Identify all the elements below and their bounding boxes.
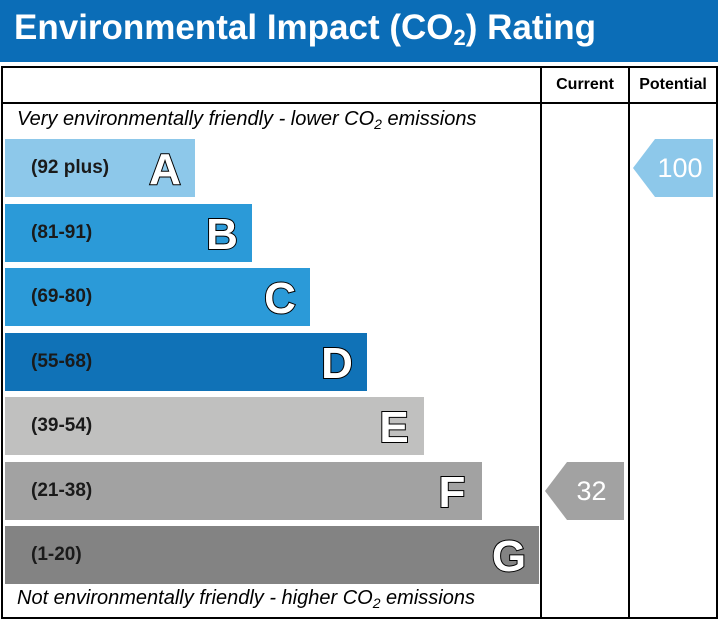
band-range-label: (69-80) xyxy=(31,286,93,307)
band-range-label: (92 plus) xyxy=(31,157,110,178)
bottom-note-subscript: 2 xyxy=(372,595,381,611)
potential-rating-value: 100 xyxy=(657,153,703,183)
rating-header: Environmental Impact (CO2) Rating xyxy=(0,0,718,62)
band-range-label: (81-91) xyxy=(31,222,93,243)
band-letter: D xyxy=(320,338,354,389)
title-subscript: 2 xyxy=(453,25,466,50)
potential-arrow-polygon xyxy=(633,139,713,197)
rating-band-e: (39-54) E xyxy=(5,397,424,455)
top-note-subscript: 2 xyxy=(374,116,382,132)
column-header-potential: Potential xyxy=(639,76,707,93)
band-letter: F xyxy=(438,467,467,518)
band-letter-c: C xyxy=(264,274,296,323)
current-arrow-polygon xyxy=(545,462,624,520)
header-divider xyxy=(3,102,716,104)
rating-band-f: (21-38) F xyxy=(5,462,482,520)
band-letter: C xyxy=(263,273,297,324)
title-text-start: Environmental Impact (CO xyxy=(14,8,454,47)
band-letter-d: D xyxy=(321,339,353,388)
rating-band-c: (69-80) C xyxy=(5,268,310,326)
top-note-text-end: emissions xyxy=(381,108,477,130)
potential-arrow-shape xyxy=(633,139,713,197)
column-header-current: Current xyxy=(556,76,614,93)
page-title: Environmental Impact (CO2) Rating xyxy=(14,8,597,50)
bottom-note-text-end: emissions xyxy=(380,587,475,609)
band-range-label: (21-38) xyxy=(31,480,93,501)
current-rating-arrow: 32 xyxy=(545,462,624,520)
rating-band-g: (1-20) G xyxy=(5,526,539,584)
band-letter-a: A xyxy=(149,145,181,194)
band-range-label: (39-54) xyxy=(31,415,93,436)
band-letter-b: B xyxy=(206,210,238,259)
band-letter-g: G xyxy=(492,532,526,581)
divider-potential xyxy=(628,68,630,617)
band-letter-e: E xyxy=(379,403,408,452)
bottom-note-text: Not environmentally friendly - higher CO xyxy=(17,587,373,609)
divider-current xyxy=(540,68,542,617)
top-note: Very environmentally friendly - lower CO… xyxy=(17,108,476,131)
band-letter: A xyxy=(148,144,182,195)
band-letter: G xyxy=(491,531,527,582)
band-range-label: (1-20) xyxy=(31,544,82,565)
title-text-end: ) Rating xyxy=(465,8,597,47)
band-letter-f: F xyxy=(439,468,466,517)
rating-band-a: (92 plus) A xyxy=(5,139,195,197)
band-letter: E xyxy=(378,402,409,453)
bottom-note: Not environmentally friendly - higher CO… xyxy=(17,587,475,610)
rating-table: Current Potential Very environmentally f… xyxy=(1,66,718,619)
top-note-text: Very environmentally friendly - lower CO xyxy=(17,108,375,130)
current-rating-value: 32 xyxy=(576,476,607,506)
band-range-label: (55-68) xyxy=(31,351,93,372)
rating-band-b: (81-91) B xyxy=(5,204,252,262)
rating-band-d: (55-68) D xyxy=(5,333,367,391)
current-arrow-shape xyxy=(545,462,624,520)
potential-rating-arrow: 100 xyxy=(633,139,713,197)
band-letter: B xyxy=(205,209,239,260)
